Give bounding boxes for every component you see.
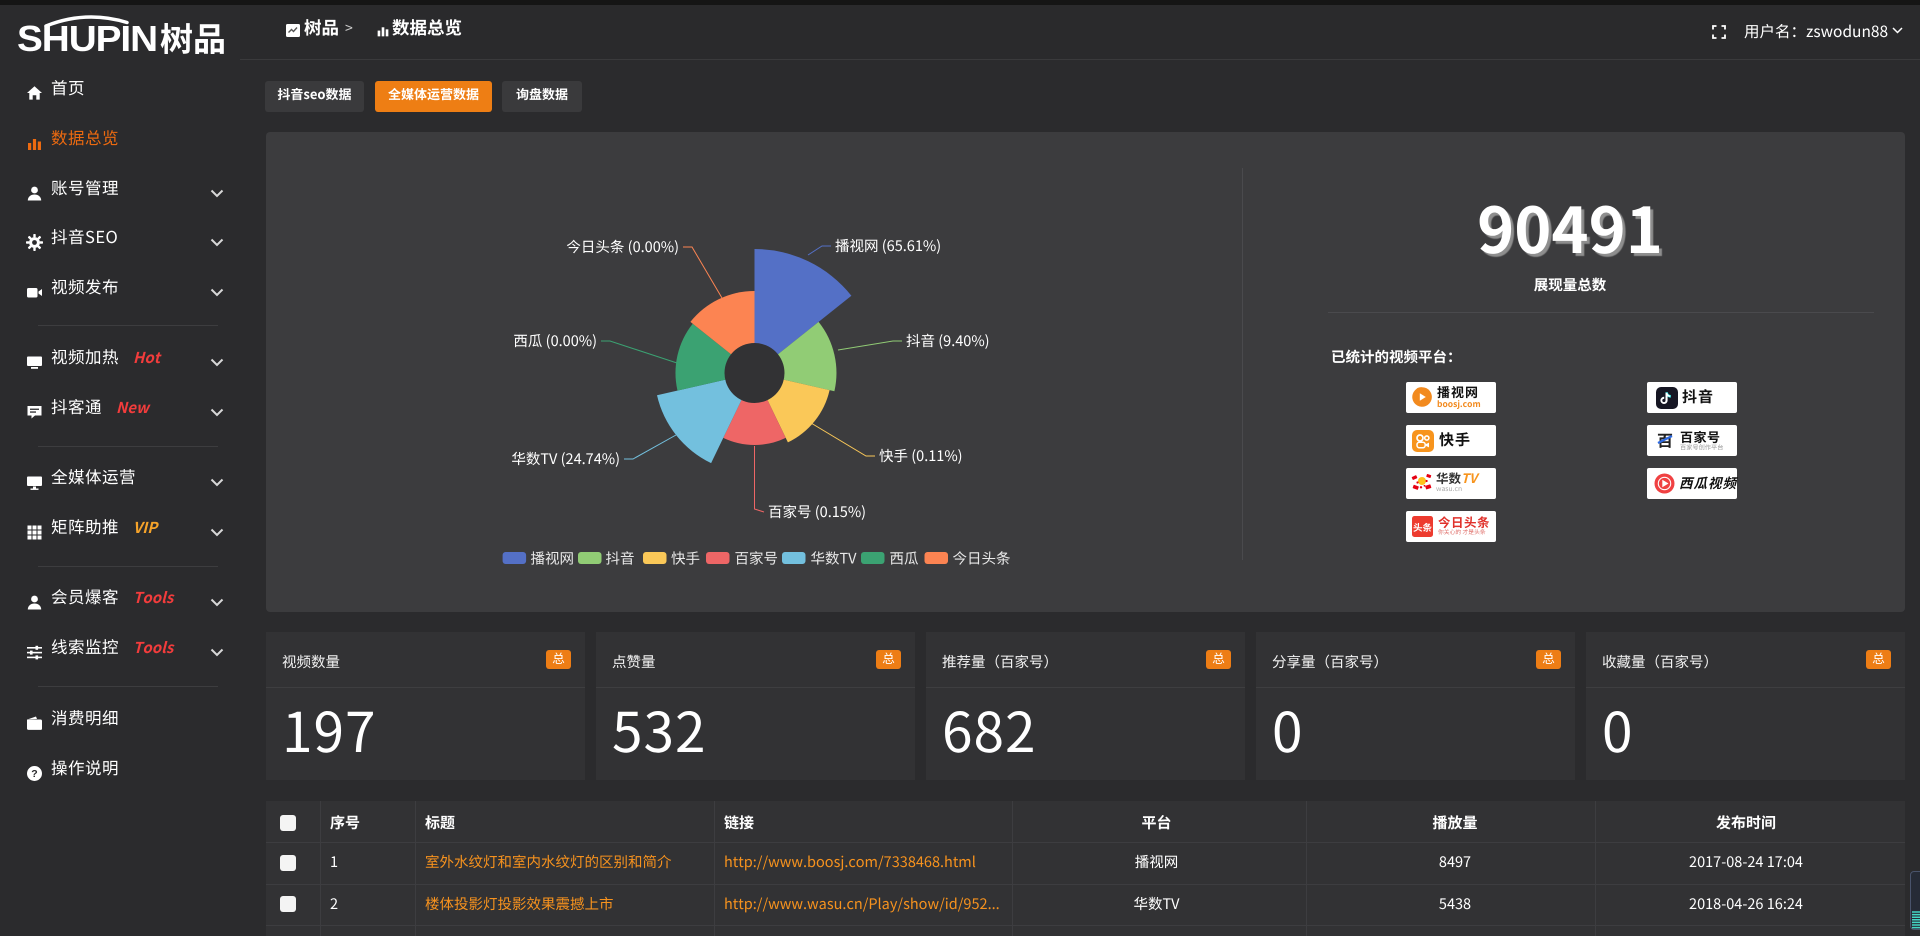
- svg-text:西瓜 (0.00%): 西瓜 (0.00%): [513, 334, 597, 350]
- svg-text:播视网: 播视网: [531, 551, 575, 568]
- svg-text:华数TV: 华数TV: [811, 551, 858, 568]
- svg-text:抖音: 抖音: [606, 551, 635, 568]
- svg-text:百家号: 百家号: [735, 551, 779, 568]
- svg-text:快手: 快手: [671, 551, 700, 568]
- svg-text:抖音 (9.40%): 抖音 (9.40%): [906, 333, 990, 350]
- svg-text:西瓜: 西瓜: [890, 552, 919, 568]
- svg-text:今日头条 (0.00%): 今日头条 (0.00%): [566, 239, 679, 256]
- svg-text:百家号 (0.15%): 百家号 (0.15%): [768, 504, 866, 521]
- svg-text:播视网 (65.61%): 播视网 (65.61%): [835, 238, 941, 255]
- svg-text:快手 (0.11%): 快手 (0.11%): [879, 448, 963, 465]
- svg-text:头条: 头条: [1413, 522, 1433, 534]
- svg-text:华数TV (24.74%): 华数TV (24.74%): [511, 451, 620, 468]
- svg-text:SHUPIN: SHUPIN: [17, 18, 157, 59]
- svg-text:树品: 树品: [160, 21, 226, 58]
- svg-text:今日头条: 今日头条: [953, 551, 1011, 568]
- svg-text:?: ?: [31, 768, 37, 780]
